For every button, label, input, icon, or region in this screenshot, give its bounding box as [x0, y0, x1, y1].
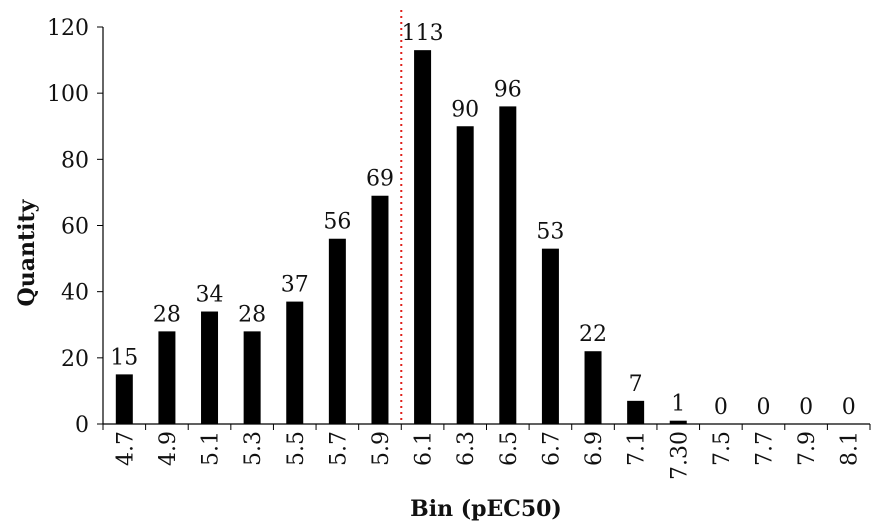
- data-label-4.7: 15: [110, 345, 138, 370]
- data-label-7.5: 0: [714, 395, 728, 420]
- bar-6.7: [541, 248, 559, 424]
- bar-5.9: [371, 195, 389, 424]
- x-tick-label-4.9: 4.9: [156, 431, 181, 466]
- bars-group: [115, 50, 687, 425]
- x-axis-title: Bin (pEC50): [410, 496, 562, 522]
- y-tick-label-60: 60: [61, 215, 89, 240]
- y-tick-label-100: 100: [47, 82, 89, 107]
- x-tick-label-5.9: 5.9: [369, 431, 394, 466]
- x-tick-label-6.9: 6.9: [582, 431, 607, 466]
- bar-7.30: [669, 420, 687, 424]
- x-tick-label-6.7: 6.7: [539, 431, 564, 466]
- data-label-5.9: 69: [366, 167, 394, 192]
- data-label-7.30: 1: [671, 392, 685, 417]
- x-tick-label-5.7: 5.7: [326, 431, 351, 466]
- x-tick-label-7.5: 7.5: [710, 431, 735, 466]
- data-label-5.5: 37: [281, 273, 309, 298]
- y-tick-label-20: 20: [61, 347, 89, 372]
- y-tick-label-120: 120: [47, 16, 89, 41]
- x-tick-label-5.5: 5.5: [284, 431, 309, 466]
- y-tick-labels-group: 0 20 40 60 80 100 120: [47, 16, 89, 438]
- x-tick-label-7.7: 7.7: [752, 431, 777, 466]
- bar-6.3: [456, 126, 474, 424]
- data-label-5.1: 34: [196, 283, 224, 308]
- x-tick-label-5.3: 5.3: [241, 431, 266, 466]
- x-tick-label-6.3: 6.3: [454, 431, 479, 466]
- data-label-4.9: 28: [153, 302, 181, 327]
- data-label-7.7: 0: [756, 395, 770, 420]
- data-label-5.3: 28: [238, 302, 266, 327]
- bar-6.9: [584, 351, 602, 424]
- x-tick-label-8.1: 8.1: [838, 431, 863, 466]
- data-label-6.5: 96: [494, 77, 522, 102]
- bar-6.1: [414, 50, 432, 424]
- x-tick-label-7.30: 7.30: [667, 431, 692, 480]
- x-tick-label-6.1: 6.1: [412, 431, 437, 466]
- data-labels-group: 15 28 34 28 37 56 69 113 90 96 53 22 7 1 0 0 0 0: [110, 21, 855, 420]
- x-tick-label-5.1: 5.1: [199, 431, 224, 466]
- data-label-6.7: 53: [536, 220, 564, 245]
- x-tick-label-7.9: 7.9: [795, 431, 820, 466]
- data-label-6.3: 90: [451, 97, 479, 122]
- bar-4.7: [115, 374, 133, 425]
- axes-group: [97, 26, 871, 430]
- bar-5.3: [243, 331, 261, 424]
- data-label-7.9: 0: [799, 395, 813, 420]
- data-label-6.1: 113: [402, 21, 444, 46]
- data-label-5.7: 56: [323, 210, 351, 235]
- data-label-7.1: 7: [629, 372, 643, 397]
- x-tick-labels-group: 4.7 4.9 5.1 5.3 5.5 5.7 5.9 6.1 6.3 6.5 6.7 6.9 7.1 7…: [113, 431, 862, 480]
- data-label-8.1: 0: [842, 395, 856, 420]
- bar-5.7: [328, 238, 346, 424]
- bar-6.5: [499, 106, 517, 425]
- x-tick-label-7.1: 7.1: [625, 431, 650, 466]
- y-tick-label-40: 40: [61, 281, 89, 306]
- bar-5.1: [201, 311, 219, 424]
- y-axis-title: Quantity: [14, 198, 40, 306]
- y-tick-label-0: 0: [75, 413, 89, 438]
- bar-7.1: [627, 400, 645, 424]
- bar-5.5: [286, 301, 304, 424]
- bar-4.9: [158, 331, 176, 424]
- x-tick-label-6.5: 6.5: [497, 431, 522, 466]
- x-tick-label-4.7: 4.7: [113, 431, 138, 466]
- data-label-6.9: 22: [579, 322, 607, 347]
- y-tick-label-80: 80: [61, 148, 89, 173]
